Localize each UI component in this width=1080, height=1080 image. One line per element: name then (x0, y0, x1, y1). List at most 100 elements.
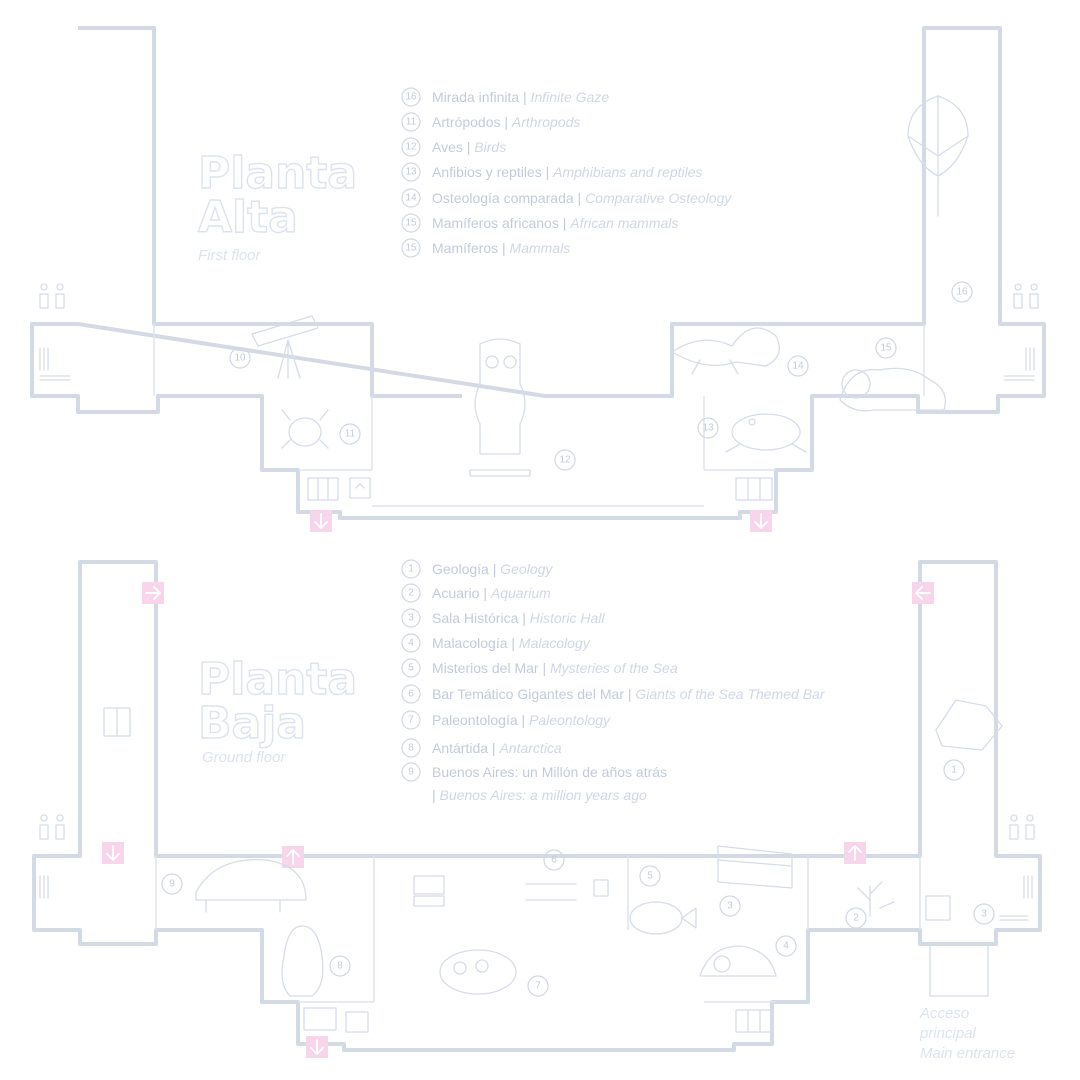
legend-number-number: 14 (405, 193, 417, 204)
legend-separator: | (489, 561, 500, 577)
legend-number-number: 15 (405, 218, 417, 229)
legend-label-es: Mamíferos (432, 240, 498, 256)
elevator-icon (307, 477, 371, 501)
legend-label-es: Antártida (432, 740, 488, 756)
legend-label-es: Artrópodos (432, 114, 500, 130)
legend-label: Osteología comparada | Comparative Osteo… (432, 190, 732, 206)
legend-label-es: Geología (432, 561, 489, 577)
legend-label-en: Historic Hall (530, 610, 606, 626)
legend-label-en: Paleontology (529, 712, 611, 728)
stairs-icon (39, 875, 49, 899)
legend-label-en: Mammals (510, 240, 571, 256)
legend-item: 14 Osteología comparada | Comparative Ost… (401, 188, 732, 208)
legend-number-number: 13 (405, 167, 417, 178)
legend-label-es: Misterios del Mar (432, 660, 539, 676)
marker-15: 15 (875, 337, 897, 359)
legend-number-number: 7 (408, 715, 414, 726)
marker-6: 6 (543, 849, 565, 871)
coral-icon (857, 881, 895, 917)
elevator-icon (735, 477, 773, 501)
ground-legend: 1 Geología | Geology 2 Acuario | Aquarium 3 S… (401, 559, 826, 803)
legend-item: 15 Mamíferos | Mammals (401, 238, 571, 258)
marker-3-number: 3 (727, 901, 733, 912)
marker-16-top: 16 (951, 281, 973, 303)
marker-5: 5 (639, 865, 661, 887)
legend-number-number: 6 (408, 689, 414, 700)
legend-number: 6 (401, 684, 421, 704)
restroom-icon (1013, 283, 1039, 309)
arrow-down-icon (102, 842, 124, 864)
shell-icon (699, 945, 777, 977)
marker-2-number: 2 (853, 913, 859, 924)
legend-item: 2 Acuario | Aquarium (401, 583, 551, 603)
legend-number-number: 16 (405, 92, 417, 103)
arrow-up-icon (844, 842, 866, 864)
upper-floor: Planta Alta First floor 16 Mirada infinit… (30, 26, 1046, 532)
legend-number: 1 (401, 559, 421, 579)
legend-label-es: Acuario (432, 585, 480, 601)
marker-16-number: 10 (234, 353, 246, 364)
telescope-icon (251, 315, 319, 379)
ground-floor: Planta Baja Ground floor Acceso principa… (32, 559, 1042, 1062)
legend-label-en: Comparative Osteology (585, 190, 732, 206)
legend-separator: | (539, 660, 550, 676)
legend-number-number: 3 (408, 613, 414, 624)
legend-number-number: 5 (408, 663, 414, 674)
legend-number-number: 9 (408, 767, 414, 778)
legend-label: Sala Histórica | Historic Hall (432, 610, 605, 626)
marker-14-number: 14 (792, 361, 804, 372)
legend-label-es: Paleontología (432, 712, 518, 728)
stairs-icon (1003, 347, 1035, 381)
marker-13-number: 13 (702, 423, 714, 434)
legend-separator: | (519, 89, 530, 105)
upper-subtitle: First floor (198, 247, 262, 264)
upper-legend: 16 Mirada infinita | Infinite Gaze 11 Artró… (401, 87, 732, 258)
marker-9: 9 (161, 873, 183, 895)
legend-label: Antártida | Antarctica (432, 740, 562, 756)
computer-icon (413, 875, 445, 907)
arrow-left-icon (912, 582, 934, 604)
legend-label-en: Buenos Aires: a million years ago (440, 787, 647, 803)
legend-label: Bar Temático Gigantes del Mar | Giants o… (432, 686, 826, 702)
legend-separator: | (559, 215, 570, 231)
arrow-down-icon (750, 510, 772, 532)
ground-markers: 1 2 3 4 5 6 7 8 9 3 (161, 759, 995, 997)
legend-item: 1 Geología | Geology (401, 559, 553, 579)
legend-label-es: Malacología (432, 635, 508, 651)
legend-label-es: Sala Histórica (432, 610, 519, 626)
legend-separator: | (500, 114, 511, 130)
rock-icon (935, 699, 1003, 751)
marker-15-number: 15 (880, 343, 892, 354)
arrow-up-icon (282, 846, 304, 868)
legend-separator: | (508, 635, 519, 651)
upper-markers: 10 11 12 13 14 15 16 (229, 281, 973, 471)
legend-label-es: Buenos Aires: un Millón de años atrás (432, 764, 667, 780)
legend-label-en: Birds (474, 139, 506, 155)
owl-icon (469, 338, 531, 477)
restroom-icon (39, 283, 65, 309)
marker-8: 8 (329, 955, 351, 977)
legend-number-number: 2 (408, 588, 414, 599)
legend-label-en: African mammals (569, 215, 678, 231)
marker-11-number: 11 (345, 429, 356, 440)
chameleon-icon (671, 327, 780, 375)
marker-8-number: 8 (337, 961, 343, 972)
legend-separator: | (518, 712, 529, 728)
legend-item: 5 Misterios del Mar | Mysteries of the Se… (401, 658, 678, 678)
marker-1: 1 (943, 759, 965, 781)
arrow-down-icon (310, 510, 332, 532)
ground-subtitle: Ground floor (202, 749, 286, 766)
legend-number: 4 (401, 633, 421, 653)
legend-label-en: Giants of the Sea Themed Bar (635, 686, 825, 702)
legend-number-number: 8 (408, 743, 414, 754)
restroom-icon (1009, 814, 1035, 840)
ground-title-line2: Baja (198, 698, 306, 749)
marker-6-number: 6 (551, 855, 557, 866)
legend-number: 7 (401, 710, 421, 730)
frog-icon (725, 413, 807, 453)
fish-icon (629, 901, 697, 935)
legend-number-number: 4 (408, 638, 414, 649)
legend-label-en: Antarctica (498, 740, 561, 756)
marker-3b-number: 3 (981, 909, 987, 920)
marker-7: 7 (527, 975, 549, 997)
